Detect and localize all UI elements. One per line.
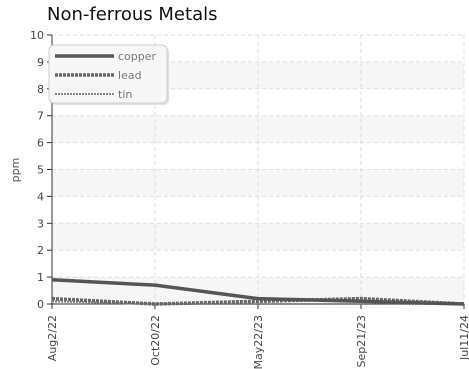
y-tick-label: 0 <box>37 298 44 311</box>
x-tick-label: Oct20/22 <box>149 315 162 366</box>
y-tick-label: 4 <box>37 190 44 203</box>
legend-label-copper: copper <box>118 50 157 63</box>
x-tick-label: May22/23 <box>252 315 265 369</box>
chart-title: Non-ferrous Metals <box>47 4 218 25</box>
y-tick-label: 1 <box>37 271 44 284</box>
y-tick-label: 6 <box>37 137 44 150</box>
y-tick-label: 2 <box>37 244 44 257</box>
y-tick-label: 8 <box>37 83 44 96</box>
legend-label-lead: lead <box>118 69 142 82</box>
series-line-tin <box>51 300 464 305</box>
series-line-lead <box>51 296 465 306</box>
legend: copper lead tin <box>48 44 169 105</box>
series-layer <box>51 278 465 306</box>
legend-label-tin: tin <box>118 88 132 101</box>
y-axis-label: ppm <box>9 158 22 183</box>
y-tick-label: 5 <box>37 164 44 177</box>
x-tick-label: Sep21/23 <box>355 315 368 367</box>
y-tick-label: 3 <box>37 217 44 230</box>
y-tick-label: 7 <box>37 110 44 123</box>
y-tick-label: 9 <box>37 56 44 69</box>
series-line-copper <box>51 278 465 306</box>
x-tick-label: Aug2/22 <box>46 315 59 361</box>
x-tick-label: Jul11/24 <box>458 315 469 361</box>
y-tick-label: 10 <box>30 29 44 42</box>
axis-layer: 0 1 2 3 4 5 6 7 8 9 10 Aug2/22 Oct20/22 May22/23 Sep21… <box>30 29 469 369</box>
